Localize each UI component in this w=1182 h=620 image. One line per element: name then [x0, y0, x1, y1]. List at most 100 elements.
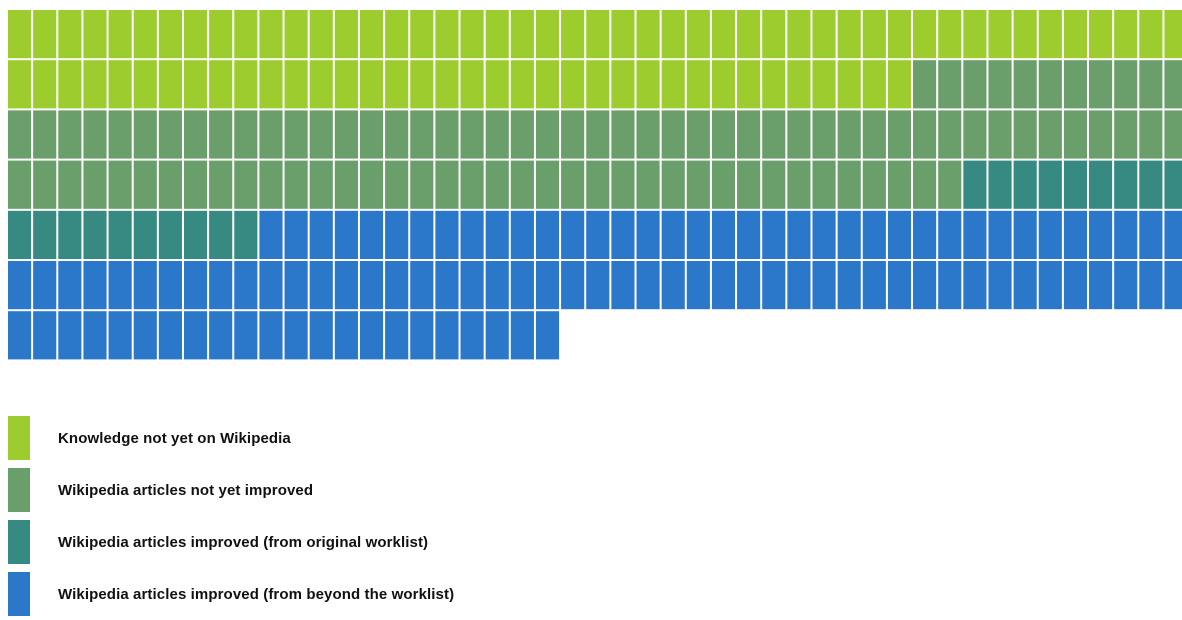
- legend-label: Wikipedia articles not yet improved: [58, 481, 314, 499]
- waffle-cell-series-0: [963, 10, 987, 59]
- waffle-cell-series-3: [862, 210, 886, 259]
- waffle-cell-series-0: [460, 60, 484, 109]
- waffle-cell-series-2: [1114, 160, 1138, 209]
- waffle-cell-series-0: [762, 10, 786, 59]
- waffle-cell-series-1: [485, 160, 509, 209]
- waffle-cell-series-0: [1013, 10, 1037, 59]
- waffle-cell-series-0: [1038, 10, 1062, 59]
- waffle-cell-series-3: [83, 311, 107, 360]
- waffle-cell-series-3: [636, 261, 660, 310]
- waffle-cell-series-0: [887, 60, 912, 109]
- waffle-cell-series-0: [812, 60, 836, 109]
- waffle-cell-series-1: [108, 110, 132, 159]
- waffle-cell-series-2: [108, 210, 132, 259]
- waffle-cell-series-1: [938, 160, 962, 209]
- waffle-cell-series-3: [359, 261, 384, 310]
- waffle-cell-series-1: [58, 160, 82, 209]
- waffle-cell-series-0: [183, 10, 208, 59]
- waffle-cell-series-3: [938, 261, 962, 310]
- waffle-cell-series-3: [359, 210, 384, 259]
- waffle-cell-series-0: [887, 10, 912, 59]
- waffle-cell-series-0: [787, 60, 811, 109]
- waffle-cell-series-3: [787, 210, 811, 259]
- waffle-cell-series-3: [1038, 261, 1062, 310]
- waffle-cell-series-1: [510, 110, 534, 159]
- waffle-cell-series-3: [837, 210, 861, 259]
- waffle-cell-series-3: [1139, 210, 1163, 259]
- waffle-cell-series-2: [1013, 160, 1037, 209]
- waffle-cell-series-3: [33, 261, 57, 310]
- waffle-cell-series-3: [586, 210, 610, 259]
- waffle-cell-series-3: [334, 311, 358, 360]
- waffle-cell-series-2: [158, 210, 182, 259]
- waffle-cell-series-1: [1114, 110, 1138, 159]
- waffle-cell-series-3: [460, 311, 484, 360]
- waffle-cell-series-2: [1089, 160, 1113, 209]
- waffle-cell-series-0: [334, 60, 358, 109]
- waffle-cell-series-1: [410, 110, 434, 159]
- waffle-cell-series-1: [209, 110, 233, 159]
- waffle-cell-series-0: [737, 10, 761, 59]
- waffle-cell-series-0: [535, 10, 560, 59]
- waffle-cell-series-0: [259, 10, 283, 59]
- waffle-cell-series-2: [83, 210, 107, 259]
- waffle-cell-series-1: [8, 160, 32, 209]
- waffle-cell-series-1: [359, 110, 384, 159]
- waffle-cell-series-3: [435, 261, 459, 310]
- legend-swatch: [8, 520, 30, 564]
- waffle-cell-series-0: [561, 60, 585, 109]
- waffle-cell-series-3: [1114, 210, 1138, 259]
- waffle-cell-series-0: [209, 60, 233, 109]
- waffle-cell-series-0: [485, 60, 509, 109]
- waffle-cell-series-1: [862, 110, 886, 159]
- waffle-cell-series-1: [561, 110, 585, 159]
- waffle-cell-series-3: [913, 261, 937, 310]
- waffle-cell-series-3: [485, 210, 509, 259]
- waffle-cell-series-1: [309, 110, 333, 159]
- waffle-cell-series-1: [812, 160, 836, 209]
- waffle-cell-series-1: [359, 160, 384, 209]
- waffle-cell-series-1: [435, 160, 459, 209]
- waffle-cell-series-1: [1164, 60, 1182, 109]
- waffle-cell-series-0: [661, 10, 685, 59]
- waffle-cell-series-0: [158, 60, 182, 109]
- waffle-cell-series-3: [234, 311, 258, 360]
- waffle-cell-series-2: [988, 160, 1012, 209]
- waffle-cell-series-0: [359, 60, 384, 109]
- waffle-cell-series-3: [711, 210, 736, 259]
- waffle-cell-series-2: [963, 160, 987, 209]
- waffle-cell-series-3: [1063, 261, 1088, 310]
- waffle-cell-series-2: [1139, 160, 1163, 209]
- waffle-cell-series-1: [485, 110, 509, 159]
- waffle-cell-series-3: [561, 210, 585, 259]
- waffle-cell-series-3: [309, 261, 333, 310]
- waffle-cell-series-0: [586, 10, 610, 59]
- waffle-cell-series-1: [862, 160, 886, 209]
- waffle-cell-series-3: [284, 261, 308, 310]
- waffle-cell-series-1: [1089, 110, 1113, 159]
- waffle-cell-series-3: [963, 210, 987, 259]
- waffle-cell-series-0: [183, 60, 208, 109]
- waffle-cell-series-3: [1013, 261, 1037, 310]
- waffle-cell-series-3: [435, 210, 459, 259]
- waffle-cell-series-3: [837, 261, 861, 310]
- waffle-cell-series-0: [8, 60, 32, 109]
- waffle-cell-series-0: [435, 10, 459, 59]
- waffle-cell-series-1: [1013, 60, 1037, 109]
- waffle-cell-series-1: [938, 60, 962, 109]
- waffle-cell-series-0: [108, 10, 132, 59]
- waffle-cell-series-0: [862, 60, 886, 109]
- waffle-cell-series-0: [133, 60, 157, 109]
- waffle-cell-series-0: [1063, 10, 1088, 59]
- waffle-cell-series-0: [435, 60, 459, 109]
- waffle-cell-series-3: [988, 210, 1012, 259]
- waffle-cell-series-0: [83, 10, 107, 59]
- waffle-cell-series-1: [234, 160, 258, 209]
- waffle-cell-series-0: [133, 10, 157, 59]
- waffle-cell-series-3: [309, 210, 333, 259]
- waffle-cell-series-1: [158, 160, 182, 209]
- waffle-cell-series-3: [209, 311, 233, 360]
- waffle-cell-series-3: [1089, 210, 1113, 259]
- waffle-cell-series-3: [1139, 261, 1163, 310]
- waffle-cell-series-0: [460, 10, 484, 59]
